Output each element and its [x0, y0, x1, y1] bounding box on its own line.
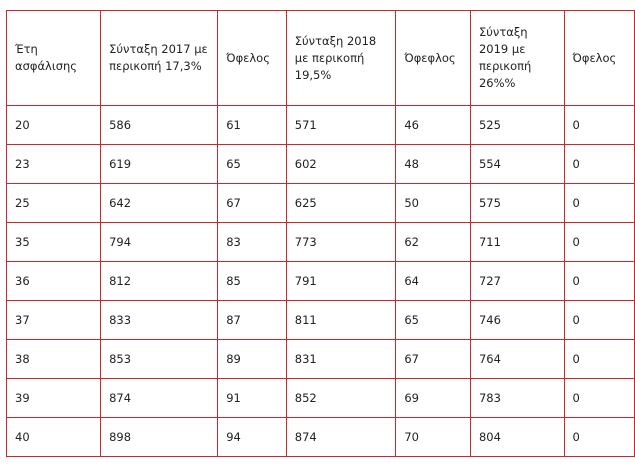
benefit-2019-cell: 0 [563, 183, 635, 223]
header-cell-benefit-2017: Όφελος [217, 10, 287, 106]
years-cell: 35 [5, 222, 102, 262]
pension-2017-cell: 619 [100, 144, 219, 184]
benefit-2017-cell: 85 [217, 261, 287, 301]
table-row: 40 898 94 874 70 804 0 [5, 417, 635, 457]
benefit-2019-cell: 0 [563, 144, 635, 184]
pension-2017-cell: 874 [100, 378, 219, 418]
header-cell-years: Έτη ασφάλισης [5, 10, 102, 106]
header-cell-benefit-2019: Όφελος [563, 10, 635, 106]
benefit-2017-cell: 61 [217, 105, 287, 145]
header-cell-benefit-2018: Όφεφλος [395, 10, 471, 106]
table-row: 38 853 89 831 67 764 0 [5, 339, 635, 379]
years-cell: 23 [5, 144, 102, 184]
pension-2019-cell: 764 [469, 339, 565, 379]
pension-2018-cell: 773 [285, 222, 397, 262]
benefit-2019-cell: 0 [563, 222, 635, 262]
pension-2018-cell: 625 [285, 183, 397, 223]
pension-2017-cell: 794 [100, 222, 219, 262]
benefit-2017-cell: 91 [217, 378, 287, 418]
benefit-2019-cell: 0 [563, 105, 635, 145]
years-cell: 20 [5, 105, 102, 145]
benefit-2018-cell: 70 [395, 417, 471, 457]
pension-2018-cell: 791 [285, 261, 397, 301]
years-cell: 36 [5, 261, 102, 301]
benefit-2018-cell: 65 [395, 300, 471, 340]
benefit-2018-cell: 62 [395, 222, 471, 262]
pension-2019-cell: 783 [469, 378, 565, 418]
pension-2017-cell: 812 [100, 261, 219, 301]
table-row: 25 642 67 625 50 575 0 [5, 183, 635, 223]
pension-2018-cell: 874 [285, 417, 397, 457]
benefit-2018-cell: 67 [395, 339, 471, 379]
pension-table: Έτη ασφάλισης Σύνταξη 2017 με περικοπή 1… [5, 10, 635, 457]
benefit-2019-cell: 0 [563, 300, 635, 340]
benefit-2017-cell: 87 [217, 300, 287, 340]
benefit-2018-cell: 69 [395, 378, 471, 418]
benefit-2017-cell: 83 [217, 222, 287, 262]
benefit-2017-cell: 65 [217, 144, 287, 184]
header-row: Έτη ασφάλισης Σύνταξη 2017 με περικοπή 1… [5, 10, 635, 106]
table-row: 23 619 65 602 48 554 0 [5, 144, 635, 184]
table-row: 37 833 87 811 65 746 0 [5, 300, 635, 340]
pension-2019-cell: 804 [469, 417, 565, 457]
benefit-2017-cell: 67 [217, 183, 287, 223]
benefit-2018-cell: 50 [395, 183, 471, 223]
years-cell: 40 [5, 417, 102, 457]
benefit-2019-cell: 0 [563, 339, 635, 379]
years-cell: 25 [5, 183, 102, 223]
pension-2018-cell: 602 [285, 144, 397, 184]
pension-2017-cell: 642 [100, 183, 219, 223]
pension-2018-cell: 852 [285, 378, 397, 418]
pension-2018-cell: 571 [285, 105, 397, 145]
table-row: 36 812 85 791 64 727 0 [5, 261, 635, 301]
benefit-2018-cell: 48 [395, 144, 471, 184]
pension-2018-cell: 831 [285, 339, 397, 379]
years-cell: 37 [5, 300, 102, 340]
pension-2019-cell: 525 [469, 105, 565, 145]
benefit-2019-cell: 0 [563, 417, 635, 457]
table-row: 20 586 61 571 46 525 0 [5, 105, 635, 145]
benefit-2017-cell: 89 [217, 339, 287, 379]
benefit-2019-cell: 0 [563, 261, 635, 301]
pension-2017-cell: 898 [100, 417, 219, 457]
table-row: 35 794 83 773 62 711 0 [5, 222, 635, 262]
pension-2017-cell: 586 [100, 105, 219, 145]
pension-2018-cell: 811 [285, 300, 397, 340]
pension-2019-cell: 727 [469, 261, 565, 301]
table-container: Έτη ασφάλισης Σύνταξη 2017 με περικοπή 1… [5, 10, 635, 457]
pension-2017-cell: 853 [100, 339, 219, 379]
pension-2019-cell: 575 [469, 183, 565, 223]
benefit-2019-cell: 0 [563, 378, 635, 418]
table-row: 39 874 91 852 69 783 0 [5, 378, 635, 418]
benefit-2017-cell: 94 [217, 417, 287, 457]
header-cell-pension-2018: Σύνταξη 2018 με περικοπή 19,5% [285, 10, 397, 106]
years-cell: 39 [5, 378, 102, 418]
pension-2019-cell: 711 [469, 222, 565, 262]
pension-2019-cell: 554 [469, 144, 565, 184]
years-cell: 38 [5, 339, 102, 379]
pension-2019-cell: 746 [469, 300, 565, 340]
pension-2017-cell: 833 [100, 300, 219, 340]
header-cell-pension-2017: Σύνταξη 2017 με περικοπή 17,3% [100, 10, 219, 106]
benefit-2018-cell: 46 [395, 105, 471, 145]
header-cell-pension-2019: Σύνταξη 2019 με περικοπή 26%% [469, 10, 565, 106]
benefit-2018-cell: 64 [395, 261, 471, 301]
